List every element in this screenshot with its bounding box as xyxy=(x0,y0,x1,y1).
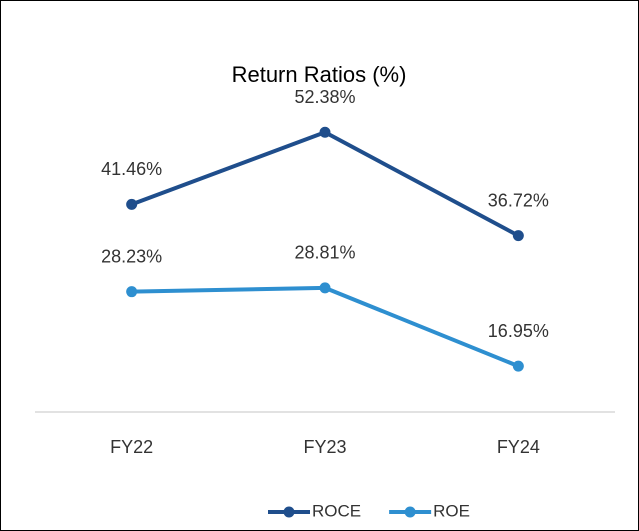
legend-label: ROE xyxy=(433,501,470,520)
legend-marker xyxy=(404,506,416,518)
data-label: 36.72% xyxy=(488,190,549,210)
point xyxy=(319,126,331,138)
x-tick-label: FY22 xyxy=(110,437,153,457)
legend-label: ROCE xyxy=(312,501,361,520)
x-tick-label: FY23 xyxy=(303,437,346,457)
data-label: 16.95% xyxy=(488,321,549,341)
data-label: 28.81% xyxy=(294,243,355,263)
data-label: 41.46% xyxy=(101,159,162,179)
legend-marker xyxy=(283,506,295,518)
chart-title: Return Ratios (%) xyxy=(232,62,407,87)
x-tick-label: FY24 xyxy=(497,437,540,457)
data-label: 28.23% xyxy=(101,246,162,266)
point xyxy=(126,286,138,298)
point xyxy=(512,230,524,242)
point xyxy=(512,360,524,372)
point xyxy=(126,198,138,210)
point xyxy=(319,282,331,294)
data-label: 52.38% xyxy=(294,87,355,107)
